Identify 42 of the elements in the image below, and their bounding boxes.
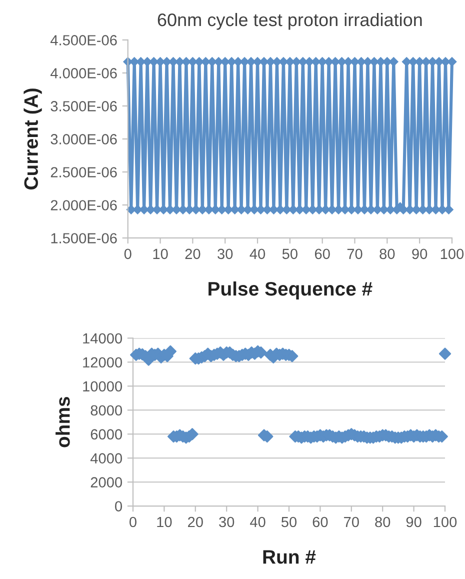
chart-title: 60nm cycle test proton irradiation [158, 12, 422, 30]
y-tick-label: 1.500E-06 [51, 233, 117, 244]
x-tick-label: 100 [434, 516, 457, 528]
y-tick-label: 4000 [90, 453, 122, 464]
x-tick-label: 50 [281, 516, 297, 528]
y-tick-label: 8000 [90, 405, 122, 416]
x-tick-label: 80 [380, 248, 395, 260]
y-axis-title: Current (A) [24, 88, 42, 190]
x-tick-label: 0 [124, 248, 132, 260]
x-tick-label: 70 [347, 248, 362, 260]
y-tick-label: 12000 [83, 357, 122, 368]
x-tick-label: 30 [218, 248, 233, 260]
x-tick-label: 100 [440, 248, 464, 260]
x-tick-label: 50 [282, 248, 298, 260]
y-tick-label: 0 [115, 501, 122, 512]
y-tick-label: 6000 [90, 429, 122, 440]
y-tick-label: 2000 [90, 477, 122, 488]
x-axis-title: Run # [263, 550, 316, 564]
y-tick-label: 3.500E-06 [50, 101, 117, 112]
x-tick-label: 70 [344, 516, 359, 528]
x-tick-label: 90 [406, 516, 422, 528]
y-tick-label: 10000 [83, 381, 122, 392]
y-tick-label: 2.000E-06 [50, 200, 117, 210]
y-tick-label: 4.000E-06 [50, 68, 117, 78]
y-axis-title: ohms [56, 396, 70, 448]
x-tick-label: 40 [250, 248, 266, 260]
x-tick-label: 30 [219, 516, 234, 528]
x-tick-label: 40 [250, 516, 266, 528]
x-tick-label: 60 [314, 248, 330, 260]
x-tick-label: 10 [153, 248, 168, 260]
y-tick-label: 14000 [83, 333, 122, 344]
x-tick-label: 10 [157, 516, 172, 528]
x-tick-label: 60 [312, 516, 328, 528]
y-tick-label: 3.000E-06 [50, 134, 117, 144]
x-tick-label: 0 [130, 516, 136, 528]
x-tick-label: 90 [412, 248, 428, 260]
x-tick-label: 80 [375, 516, 390, 528]
x-tick-label: 20 [185, 248, 200, 260]
y-tick-label: 4.500E-06 [50, 35, 117, 46]
y-tick-label: 2.500E-06 [50, 167, 117, 178]
x-tick-label: 20 [188, 516, 203, 528]
x-axis-title: Pulse Sequence # [208, 281, 372, 300]
